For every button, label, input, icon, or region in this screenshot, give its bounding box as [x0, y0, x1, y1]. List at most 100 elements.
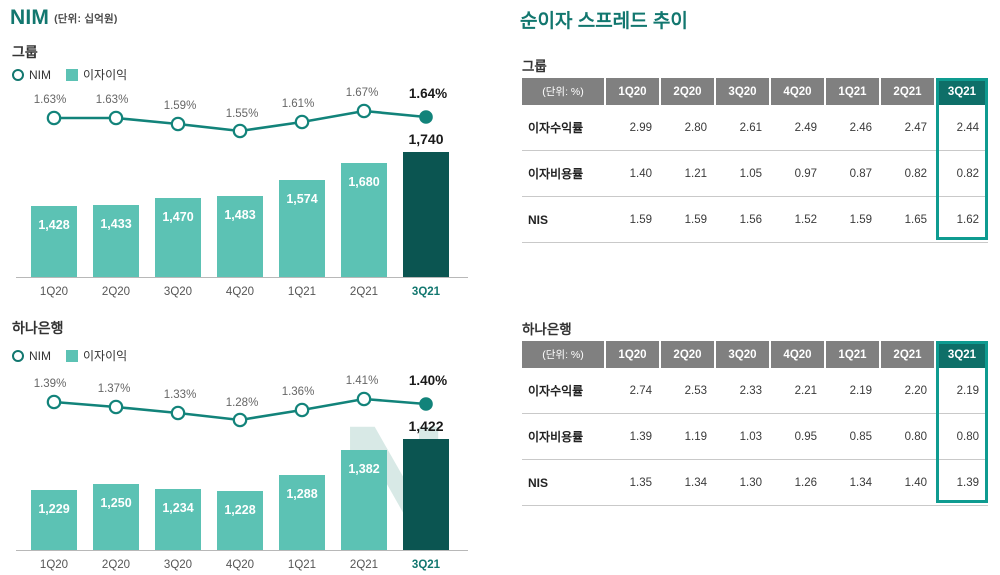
nim-marker-2q21	[356, 391, 372, 407]
nim-markers	[46, 103, 433, 139]
legend-label-nim: NIM	[29, 67, 51, 82]
chart-hanabank-svg: N 1,229 1,250 1,234 1,228	[16, 373, 468, 571]
cell-2q21: 2.47	[881, 105, 936, 151]
cell-1q21: 1.59	[826, 197, 881, 243]
bar-series-group	[31, 152, 449, 277]
cell-1q21: 2.19	[826, 368, 881, 414]
nim-marker-2q20	[108, 110, 124, 126]
bar-label-2q21: 1,680	[348, 175, 379, 189]
nim-marker-1q21	[294, 402, 310, 418]
cell-2q21: 2.20	[881, 368, 936, 414]
col-2q21: 2Q21	[881, 341, 936, 368]
nim-label-3q20: 1.59%	[164, 100, 197, 112]
table-group: (단위: %) 1Q20 2Q20 3Q20 4Q20 1Q21 2Q21 3Q…	[522, 78, 988, 243]
cell-2q20: 1.59	[661, 197, 716, 243]
cell-1q20: 2.99	[606, 105, 661, 151]
x-label-4q20: 4Q20	[226, 559, 254, 571]
nim-label-3q21: 1.40%	[409, 373, 447, 388]
col-1q20: 1Q20	[606, 341, 661, 368]
bar-label-2q20: 1,433	[100, 217, 131, 231]
cell-4q20: 0.95	[771, 414, 826, 460]
bar-value-labels: 1,428 1,433 1,470 1,483 1,574 1,680 1,74…	[38, 131, 443, 232]
interest-income-square-icon	[66, 68, 78, 81]
legend-label-nim: NIM	[29, 348, 51, 363]
cell-3q20: 1.05	[716, 151, 771, 197]
cell-3q21: 2.19	[936, 368, 988, 414]
cell-4q20: 1.52	[771, 197, 826, 243]
bar-label-3q21: 1,422	[408, 418, 443, 434]
bar-label-4q20: 1,228	[224, 503, 255, 517]
nim-marker-1q20	[46, 394, 62, 410]
spread-title: 순이자 스프레드 추이	[520, 11, 688, 32]
table-group-wrap: (단위: %) 1Q20 2Q20 3Q20 4Q20 1Q21 2Q21 3Q…	[522, 78, 988, 243]
table-row: NIS 1.59 1.59 1.56 1.52 1.59 1.65 1.62	[522, 197, 988, 243]
interest-income-square-icon	[66, 349, 78, 362]
x-label-3q21: 3Q21	[412, 559, 441, 571]
nim-marker-3q20	[170, 405, 186, 421]
col-3q20: 3Q20	[716, 341, 771, 368]
bar-2q21	[341, 450, 387, 550]
row-label: 이자비용률	[522, 414, 606, 460]
cell-1q21: 2.46	[826, 105, 881, 151]
x-label-3q21: 3Q21	[412, 286, 441, 298]
x-label-3q20: 3Q20	[164, 559, 192, 571]
cell-1q20: 1.35	[606, 460, 661, 506]
nim-label-1q20: 1.39%	[34, 378, 67, 390]
x-label-2q21: 2Q21	[350, 559, 378, 571]
x-label-1q21: 1Q21	[288, 559, 316, 571]
bar-label-4q20: 1,483	[224, 208, 255, 222]
cell-1q21: 1.34	[826, 460, 881, 506]
bar-label-2q21: 1,382	[348, 462, 379, 476]
col-3q21-highlight: 3Q21	[936, 78, 988, 105]
x-label-1q21: 1Q21	[288, 286, 316, 298]
cell-1q20: 2.74	[606, 368, 661, 414]
nim-marker-3q21	[419, 397, 433, 411]
nim-marker-4q20	[232, 123, 248, 139]
nim-label-3q20: 1.33%	[164, 389, 197, 401]
col-1q21: 1Q21	[826, 341, 881, 368]
nim-label-4q20: 1.55%	[226, 108, 259, 120]
cell-3q21: 1.62	[936, 197, 988, 243]
col-2q21: 2Q21	[881, 78, 936, 105]
cell-3q21: 2.44	[936, 105, 988, 151]
x-axis-labels: 1Q20 2Q20 3Q20 4Q20 1Q21 2Q21 3Q21	[40, 559, 441, 571]
nim-marker-4q20	[232, 412, 248, 428]
nim-label-1q20: 1.63%	[34, 94, 67, 106]
bar-label-3q21: 1,740	[408, 131, 443, 147]
col-4q20: 4Q20	[771, 78, 826, 105]
nim-marker-3q21	[419, 110, 433, 124]
table-header-row: (단위: %) 1Q20 2Q20 3Q20 4Q20 1Q21 2Q21 3Q…	[522, 78, 988, 105]
cell-2q20: 1.34	[661, 460, 716, 506]
nim-marker-2q20	[108, 399, 124, 415]
table-hanabank-heading: 하나은행	[522, 322, 572, 337]
bar-label-3q20: 1,470	[162, 210, 193, 224]
x-axis-labels: 1Q20 2Q20 3Q20 4Q20 1Q21 2Q21 3Q21	[40, 286, 441, 298]
cell-2q20: 1.19	[661, 414, 716, 460]
legend-item-interest-income: 이자이익	[66, 347, 127, 364]
table-row: 이자수익률 2.99 2.80 2.61 2.49 2.46 2.47 2.44	[522, 105, 988, 151]
bar-label-2q20: 1,250	[100, 496, 131, 510]
legend-item-interest-income: 이자이익	[66, 66, 127, 83]
cell-3q21: 1.39	[936, 460, 988, 506]
bar-label-3q20: 1,234	[162, 501, 193, 515]
chart-hanabank-legend: NIM 이자이익	[12, 347, 127, 364]
x-label-2q20: 2Q20	[102, 286, 130, 298]
x-label-1q20: 1Q20	[40, 286, 68, 298]
nim-label-2q20: 1.63%	[96, 94, 129, 106]
row-label: 이자수익률	[522, 105, 606, 151]
legend-label-interest-income: 이자이익	[83, 349, 128, 363]
legend-label-interest-income: 이자이익	[83, 68, 128, 82]
bar-3q21	[403, 439, 449, 550]
cell-3q21: 0.82	[936, 151, 988, 197]
cell-3q20: 1.03	[716, 414, 771, 460]
cell-1q20: 1.39	[606, 414, 661, 460]
table-row: NIS 1.35 1.34 1.30 1.26 1.34 1.40 1.39	[522, 460, 988, 506]
nim-label-4q20: 1.28%	[226, 397, 259, 409]
table-hanabank: (단위: %) 1Q20 2Q20 3Q20 4Q20 1Q21 2Q21 3Q…	[522, 341, 988, 506]
cell-3q20: 1.56	[716, 197, 771, 243]
cell-1q21: 0.85	[826, 414, 881, 460]
table-hanabank-wrap: (단위: %) 1Q20 2Q20 3Q20 4Q20 1Q21 2Q21 3Q…	[522, 341, 988, 506]
chart-group-plot: 1,428 1,433 1,470 1,483 1,574 1,680 1,74…	[0, 84, 500, 300]
nim-label-1q21: 1.36%	[282, 386, 315, 398]
cell-2q20: 2.53	[661, 368, 716, 414]
